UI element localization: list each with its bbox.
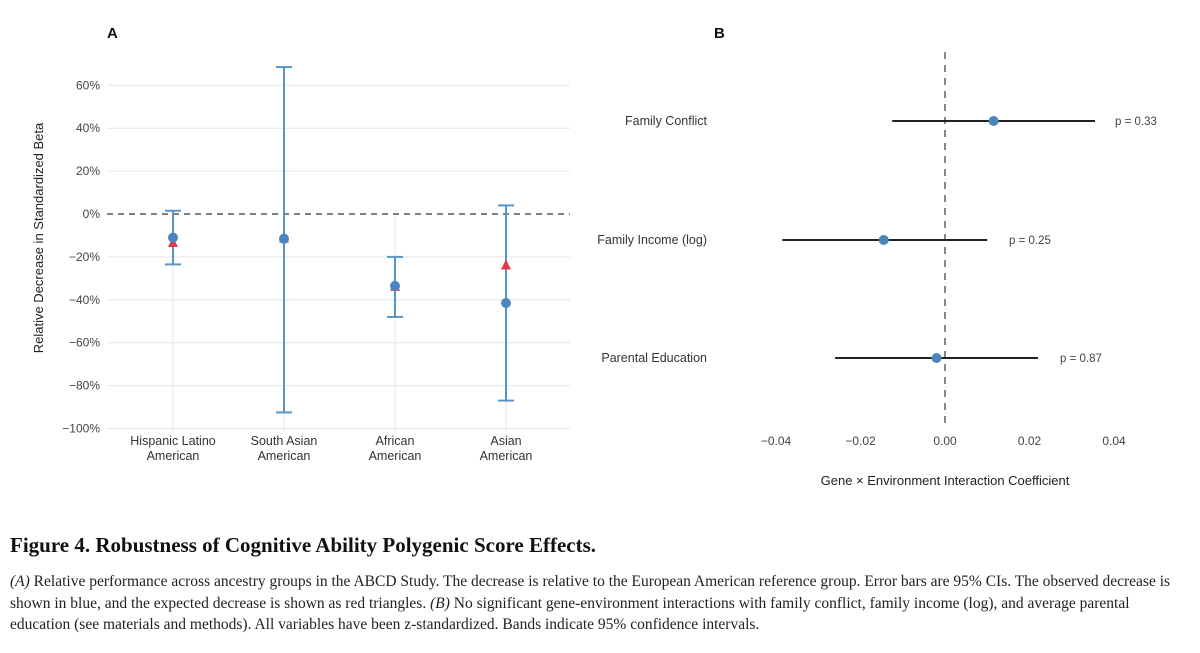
caption-panel-b-text: No significant gene-environment interact… [10, 594, 1130, 634]
panel-b-label: B [714, 25, 725, 42]
p-value-label: p = 0.25 [1009, 235, 1051, 247]
panel-b-x-axis-title: Gene × Environment Interaction Coefficie… [821, 473, 1070, 488]
panel-b-x-ticks: −0.04 −0.02 0.00 0.02 0.04 [761, 434, 1126, 448]
panel-a-marks [165, 66, 514, 414]
p-value-label: p = 0.33 [1115, 116, 1157, 128]
figure-caption-title: Figure 4. Robustness of Cognitive Abilit… [10, 533, 597, 557]
caption-panel-a-text: Relative performance across ancestry gro… [10, 573, 1171, 612]
x-tick-label: American [147, 449, 200, 463]
x-tick-label: Asian [490, 434, 521, 448]
x-tick-label: −0.04 [761, 434, 792, 448]
x-tick-label: 0.00 [933, 434, 957, 448]
y-tick-label: 20% [76, 164, 100, 178]
caption-panel-a-label: (A) [10, 573, 30, 590]
y-tick-label: −60% [69, 336, 100, 350]
expected-triangle [501, 259, 511, 270]
estimate-point [988, 116, 999, 126]
y-tick-label: −20% [69, 250, 100, 264]
panel-a-y-ticks: 60% 40% 20% 0% −20% −40% −60% −80% −100% [62, 78, 100, 435]
row-label: Family Income (log) [597, 233, 707, 247]
y-tick-label: −40% [69, 293, 100, 307]
x-tick-label: 0.02 [1018, 434, 1042, 448]
panel-a-gridlines [107, 84, 570, 431]
figure-canvas: A 60% 40% 20% 0% −20% −40% −60% −80% −100% Hispa… [31, 25, 1157, 488]
panel-a-label: A [107, 25, 118, 42]
x-tick-label: −0.02 [845, 434, 876, 448]
x-tick-label: South Asian [251, 434, 318, 448]
y-tick-label: −100% [62, 422, 100, 436]
observed-point [279, 233, 289, 244]
estimate-point [878, 235, 889, 245]
panel-b-rows: Family Conflict p = 0.33 Family Income (lo… [597, 114, 1157, 365]
figure-caption-body: (A) Relative performance across ancestry… [10, 571, 1190, 636]
x-tick-label: African [376, 434, 415, 448]
y-tick-label: 40% [76, 121, 100, 135]
panel-a-chart: A 60% 40% 20% 0% −20% −40% −60% −80% −100% Hispa… [31, 25, 570, 463]
y-tick-label: 60% [76, 78, 100, 92]
caption-panel-b-label: (B) [430, 594, 450, 612]
x-tick-label: American [258, 449, 311, 463]
observed-point [168, 232, 178, 243]
row-label: Parental Education [601, 351, 707, 365]
x-tick-label: American [369, 449, 422, 463]
x-tick-label: American [480, 449, 533, 463]
observed-point [390, 280, 400, 291]
estimate-point [931, 353, 942, 363]
p-value-label: p = 0.87 [1060, 353, 1102, 365]
panel-b-chart: B −0.04 −0.02 0.00 0.02 0.04 Family Conflict… [597, 25, 1157, 488]
y-tick-label: −80% [69, 379, 100, 393]
x-tick-label: 0.04 [1102, 434, 1126, 448]
panel-a-y-axis-title: Relative Decrease in Standardized Beta [31, 122, 46, 353]
y-tick-label: 0% [83, 207, 101, 221]
row-label: Family Conflict [625, 114, 707, 128]
observed-point [501, 298, 511, 309]
x-tick-label: Hispanic Latino [130, 434, 216, 448]
